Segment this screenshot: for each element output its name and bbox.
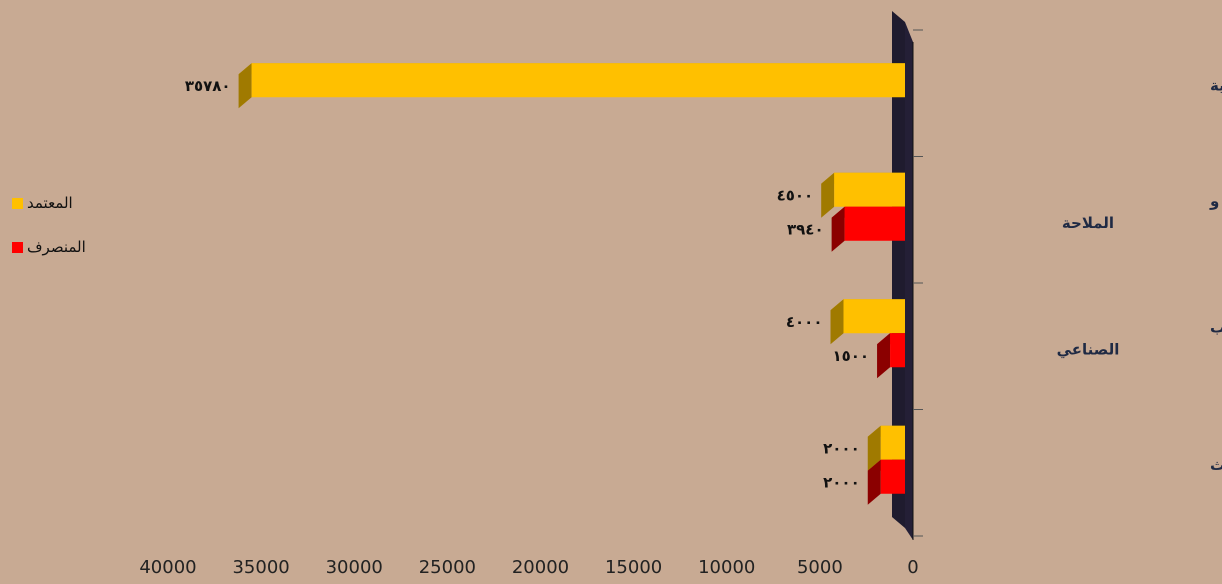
x-tick-label: 25000 bbox=[419, 557, 476, 578]
bar-1-1 bbox=[844, 206, 905, 241]
data-label: ٣٥٧٨٠ bbox=[185, 77, 231, 95]
x-tick-label: 20000 bbox=[512, 557, 569, 578]
x-tick-label: 40000 bbox=[139, 557, 196, 578]
data-label: ٢٠٠٠ bbox=[823, 439, 860, 457]
legend-swatch-spent bbox=[12, 241, 23, 253]
legend-label-spent: المنصرف bbox=[27, 238, 86, 256]
category-label: الصناعي bbox=[1057, 340, 1120, 358]
x-tick-label: 0 bbox=[907, 557, 918, 578]
bar-1-3 bbox=[880, 459, 905, 494]
legend-label-approved: المعتمد bbox=[27, 194, 73, 212]
legend-item-spent: المنصرف bbox=[0, 238, 86, 256]
category-label: قطاع التخخطيط و التنمية bbox=[1210, 76, 1222, 94]
x-tick-label: 35000 bbox=[232, 557, 289, 578]
x-tick-label: 15000 bbox=[605, 557, 662, 578]
category-label: قطاع التعليم التطبيقي و البحوث bbox=[1210, 456, 1222, 474]
data-label: ٢٠٠٠ bbox=[823, 473, 860, 491]
x-tick-label: 30000 bbox=[326, 557, 383, 578]
bar-end-face bbox=[867, 459, 881, 505]
bar-0-3 bbox=[880, 425, 905, 460]
legend-item-approved: المعتمد bbox=[0, 194, 73, 212]
x-tick-label: 10000 bbox=[698, 557, 755, 578]
bar-0-2 bbox=[843, 299, 905, 334]
category-label: الملاحة bbox=[1062, 214, 1114, 232]
bar-end-face bbox=[238, 63, 252, 109]
category-label: قطاع التدريب معهد الاتصالات و bbox=[1209, 192, 1222, 210]
bar-0-0 bbox=[251, 63, 905, 98]
legend-swatch-approved bbox=[12, 197, 23, 209]
bar-end-face bbox=[830, 299, 844, 345]
axis-wall-front bbox=[905, 22, 913, 540]
data-label: ٤٠٠٠ bbox=[786, 313, 823, 331]
axis-wall-side bbox=[892, 11, 905, 528]
data-label: ١٥٠٠ bbox=[832, 347, 869, 365]
bar-end-face bbox=[821, 172, 835, 218]
category-label: قطاع التدريب - معهد التدريب bbox=[1210, 318, 1222, 336]
bar-0-1 bbox=[834, 172, 905, 207]
bar-end-face bbox=[831, 206, 845, 252]
bar-end-face bbox=[867, 425, 881, 471]
bar-end-face bbox=[877, 333, 891, 379]
x-tick-label: 5000 bbox=[797, 557, 843, 578]
data-label: ٤٥٠٠ bbox=[777, 186, 814, 204]
data-label: ٣٩٤٠ bbox=[787, 220, 824, 238]
bar-1-2 bbox=[890, 333, 905, 368]
